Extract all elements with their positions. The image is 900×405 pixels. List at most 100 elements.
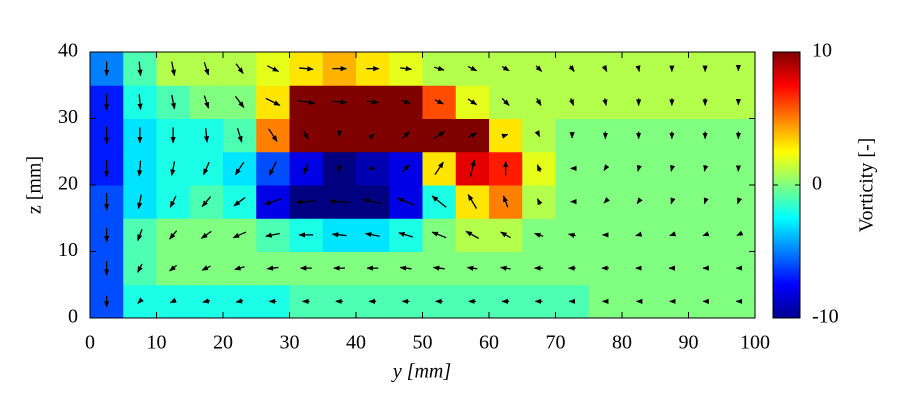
colorbar-tick-label: 0 xyxy=(812,173,822,195)
vector-arrow xyxy=(170,94,176,110)
vector-arrow xyxy=(736,230,744,237)
vector-arrow xyxy=(235,63,244,75)
vector-arrow xyxy=(669,231,677,237)
heatmap xyxy=(90,52,755,318)
y-tick-label: 30 xyxy=(58,106,78,128)
vector-arrow xyxy=(137,194,143,210)
vector-arrow xyxy=(331,232,347,238)
vector-arrow xyxy=(703,164,709,172)
vector-arrow xyxy=(203,95,210,109)
vector-arrow xyxy=(434,65,445,71)
vector-arrow xyxy=(434,99,444,105)
vector-arrow xyxy=(501,65,510,72)
vector-arrow xyxy=(203,62,210,76)
vector-arrow xyxy=(137,229,143,242)
vector-arrow xyxy=(568,65,575,72)
vector-arrow xyxy=(534,130,541,138)
vector-arrow xyxy=(234,265,245,271)
vector-arrow xyxy=(297,99,316,105)
vector-arrow xyxy=(169,297,177,304)
vector-arrow xyxy=(601,65,608,73)
x-tick-label: 70 xyxy=(546,332,566,354)
vector-arrow xyxy=(603,164,610,172)
vector-arrow xyxy=(303,130,309,140)
vector-arrow xyxy=(467,132,478,138)
vector-arrow xyxy=(201,265,211,271)
vector-arrow xyxy=(396,197,415,206)
vector-arrow xyxy=(702,231,710,237)
vector-arrow xyxy=(169,195,177,208)
x-tick-label: 10 xyxy=(147,332,167,354)
vector-arrow xyxy=(603,197,610,204)
vector-arrow xyxy=(401,131,410,140)
vector-arrow xyxy=(137,94,143,111)
vector-arrow xyxy=(236,127,243,143)
vector-arrow xyxy=(234,161,245,176)
vector-arrow xyxy=(535,98,542,106)
vector-arrow xyxy=(399,265,412,271)
vector-arrow xyxy=(703,197,709,205)
vector-arrow xyxy=(467,98,478,106)
vector-arrow xyxy=(466,265,478,271)
vector-arrow xyxy=(265,232,281,238)
vector-arrow xyxy=(265,97,281,106)
vector-arrow xyxy=(434,161,444,176)
x-axis-label: y [mm] xyxy=(391,361,451,383)
vector-arrow xyxy=(234,95,245,108)
vector-arrow xyxy=(268,161,277,176)
vector-arrow xyxy=(536,164,543,173)
vector-arrow xyxy=(169,230,178,240)
vector-arrow xyxy=(636,197,643,205)
vector-arrow xyxy=(362,198,382,205)
vector-arrow xyxy=(202,298,211,304)
vector-arrow xyxy=(401,164,410,173)
vector-arrow xyxy=(203,128,210,143)
vector-arrow xyxy=(200,230,212,239)
vector-arrow xyxy=(737,197,742,205)
x-tick-label: 20 xyxy=(213,332,233,354)
y-axis-label: z [mm] xyxy=(24,156,46,214)
vector-arrow xyxy=(467,194,478,209)
colorbar-label: Vorticity [-] xyxy=(856,138,878,233)
vector-arrow xyxy=(567,232,576,238)
vector-arrow xyxy=(467,65,478,72)
vector-arrow xyxy=(635,65,641,73)
vector-arrow xyxy=(431,231,447,239)
vector-arrow xyxy=(303,162,309,175)
x-tick-label: 40 xyxy=(346,332,366,354)
vector-arrow xyxy=(201,196,212,208)
vector-arrow xyxy=(431,195,447,208)
vector-arrow xyxy=(266,65,280,73)
vector-arrow xyxy=(137,297,144,304)
y-tick-label: 0 xyxy=(68,306,78,328)
vector-arrow xyxy=(169,264,178,272)
y-tick-label: 20 xyxy=(58,173,78,195)
vector-arrow xyxy=(401,98,411,104)
y-tick-label: 40 xyxy=(58,40,78,62)
vector-arrow xyxy=(536,198,543,206)
vector-arrow xyxy=(465,230,479,239)
vector-arrow xyxy=(400,66,413,72)
vector-arrow xyxy=(299,66,314,72)
vector-arrow xyxy=(366,99,379,105)
x-tick-label: 60 xyxy=(479,332,499,354)
x-tick-label: 0 xyxy=(85,332,95,354)
vector-arrow xyxy=(670,197,676,205)
vector-arrow xyxy=(501,97,510,106)
vector-arrow xyxy=(398,231,414,238)
vector-arrow xyxy=(332,99,348,105)
vector-arrow xyxy=(266,265,279,271)
vector-arrow xyxy=(670,164,676,172)
vector-arrow xyxy=(568,98,575,106)
vector-arrow xyxy=(295,199,316,205)
vector-arrow xyxy=(232,231,247,239)
vector-arrow xyxy=(635,231,643,237)
vector-arrow xyxy=(137,263,143,273)
vector-arrow xyxy=(233,196,246,207)
x-tick-label: 100 xyxy=(740,332,770,354)
x-tick-label: 50 xyxy=(413,332,433,354)
colorbar-tick-label: 10 xyxy=(812,40,832,62)
vector-arrow xyxy=(170,161,176,177)
vector-arrow xyxy=(235,298,244,304)
